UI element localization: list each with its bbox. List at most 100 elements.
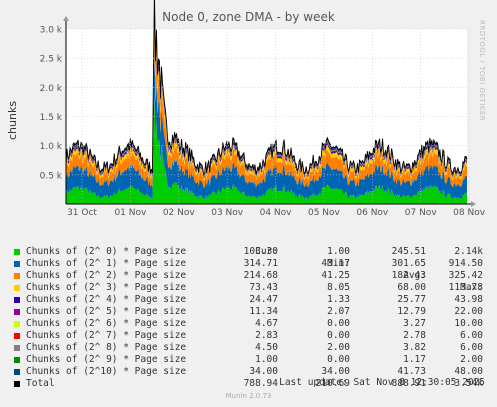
legend-row: Chunks of (2^ 3) * Page size 73.43 8.05 68.…	[14, 282, 490, 294]
legend-value-min: 34.00	[321, 366, 350, 377]
legend-value-avg: 3.82	[403, 342, 426, 353]
legend-value-min: 1.33	[327, 294, 350, 305]
legend-value-min: 43.17	[321, 258, 350, 269]
legend-value-min: 2.07	[327, 306, 350, 317]
y-tick-label: 0.5 k	[40, 171, 63, 181]
legend-value-min: 0.00	[327, 318, 350, 329]
legend-value-avg: 41.73	[397, 366, 426, 377]
legend-swatch	[14, 321, 20, 327]
legend-value-cur: 4.67	[255, 318, 278, 329]
legend-value-cur: 4.50	[255, 342, 278, 353]
legend-value-cur: 103.30	[243, 246, 278, 257]
legend-row: Chunks of (2^ 8) * Page size 4.50 2.00 3.82…	[14, 342, 490, 354]
series-area	[66, 16, 467, 188]
chart-title: Node 0, zone DMA - by week	[162, 10, 335, 24]
legend-value-min: 0.00	[327, 354, 350, 365]
legend-value-min: 1.00	[327, 246, 350, 257]
legend-swatch	[14, 357, 20, 363]
y-tick-label: 2.0 k	[40, 84, 63, 94]
legend-value-max: 2.00	[460, 354, 483, 365]
legend-row: Chunks of (2^ 2) * Page size 214.68 41.25 1…	[14, 270, 490, 282]
legend-swatch	[14, 273, 20, 279]
legend-row: Chunks of (2^ 6) * Page size 4.67 0.00 3.27…	[14, 318, 490, 330]
legend-value-avg: 182.43	[391, 270, 426, 281]
legend-value-avg: 301.65	[391, 258, 426, 269]
x-tick-label: 06 Nov	[356, 208, 389, 218]
legend-swatch	[14, 249, 20, 255]
header-max: Max:	[460, 282, 483, 293]
legend-value-avg: 888.91	[391, 378, 426, 389]
chart-area: 0.5 k 1.0 k 1.5 k 2.0 k 2.5 k 3.0 k 31 Oct 01 N…	[40, 0, 486, 218]
legend-label: Chunks of (2^ 6) * Page size	[26, 318, 187, 329]
legend-value-max: 3.54k	[454, 378, 483, 389]
x-tick-label: 05 Nov	[308, 208, 341, 218]
legend-value-min: 2.00	[327, 342, 350, 353]
legend-value-max: 48.00	[454, 366, 483, 377]
legend-value-min: 0.00	[327, 330, 350, 341]
legend-label: Chunks of (2^ 5) * Page size	[26, 306, 187, 317]
legend-swatch	[14, 261, 20, 267]
x-axis-arrow	[471, 201, 476, 207]
legend-swatch	[14, 297, 20, 303]
legend-swatch	[14, 333, 20, 339]
legend-row: Chunks of (2^ 7) * Page size 2.83 0.00 2.78…	[14, 330, 490, 342]
legend-value-max: 6.00	[460, 342, 483, 353]
legend-label: Chunks of (2^ 1) * Page size	[26, 258, 187, 269]
x-tick-label: 04 Nov	[260, 208, 293, 218]
legend: Cur: Min: Avg: Max: Chunks of (2^ 0) * P…	[14, 234, 490, 390]
legend-label: Chunks of (2^ 7) * Page size	[26, 330, 187, 341]
legend-value-min: 210.69	[315, 378, 350, 389]
legend-value-cur: 24.47	[249, 294, 278, 305]
legend-value-avg: 68.00	[397, 282, 426, 293]
legend-swatch	[14, 381, 20, 387]
legend-label: Total	[26, 378, 55, 389]
legend-value-max: 325.42	[448, 270, 483, 281]
legend-value-max: 2.14k	[454, 246, 483, 257]
munin-version: Munin 2.0.73	[225, 392, 272, 400]
legend-value-min: 8.05	[327, 282, 350, 293]
series-area	[66, 93, 467, 204]
y-tick-label: 1.0 k	[40, 142, 63, 152]
x-tick-label: 01 Nov	[114, 208, 147, 218]
y-tick-label: 1.5 k	[40, 113, 63, 123]
legend-value-avg: 2.78	[403, 330, 426, 341]
series-area	[66, 45, 467, 200]
y-axis-arrow	[63, 16, 69, 21]
legend-value-cur: 34.00	[249, 366, 278, 377]
legend-row-total: Total 788.94 210.69 888.91 3.54k	[14, 378, 490, 390]
legend-label: Chunks of (2^ 4) * Page size	[26, 294, 187, 305]
legend-value-avg: 25.77	[397, 294, 426, 305]
legend-value-max: 10.00	[454, 318, 483, 329]
legend-label: Chunks of (2^10) * Page size	[26, 366, 187, 377]
legend-row: Chunks of (2^ 0) * Page size 103.30 1.00 24…	[14, 246, 490, 258]
legend-swatch	[14, 369, 20, 375]
legend-value-avg: 12.79	[397, 306, 426, 317]
legend-value-avg: 245.51	[391, 246, 426, 257]
legend-header: Cur: Min: Avg: Max:	[14, 234, 490, 293]
x-tick-label: 31 Oct	[67, 208, 97, 218]
legend-value-max: 22.00	[454, 306, 483, 317]
legend-row: Chunks of (2^ 5) * Page size 11.34 2.07 12.…	[14, 306, 490, 318]
legend-row: Chunks of (2^ 9) * Page size 1.00 0.00 1.17…	[14, 354, 490, 366]
legend-value-max: 6.00	[460, 330, 483, 341]
legend-value-cur: 2.83	[255, 330, 278, 341]
legend-value-cur: 1.00	[255, 354, 278, 365]
legend-value-cur: 314.71	[243, 258, 278, 269]
y-tick-label: 3.0 k	[40, 26, 63, 36]
header-avg: Avg:	[403, 270, 426, 281]
legend-swatch	[14, 309, 20, 315]
legend-label: Chunks of (2^ 2) * Page size	[26, 270, 187, 281]
legend-value-cur: 73.43	[249, 282, 278, 293]
legend-value-max: 914.50	[448, 258, 483, 269]
legend-swatch	[14, 285, 20, 291]
legend-value-avg: 1.17	[403, 354, 426, 365]
header-min: Min:	[327, 258, 350, 269]
legend-label: Chunks of (2^ 0) * Page size	[26, 246, 187, 257]
legend-row: Chunks of (2^10) * Page size 34.00 34.00 41…	[14, 366, 490, 378]
last-update: Last update: Sat Nov 8 12:30:05 2025	[279, 377, 485, 388]
x-tick-label: 07 Nov	[405, 208, 438, 218]
legend-value-avg: 3.27	[403, 318, 426, 329]
legend-value-cur: 214.68	[243, 270, 278, 281]
header-cur: Cur:	[255, 246, 278, 257]
x-tick-label: 03 Nov	[211, 208, 244, 218]
